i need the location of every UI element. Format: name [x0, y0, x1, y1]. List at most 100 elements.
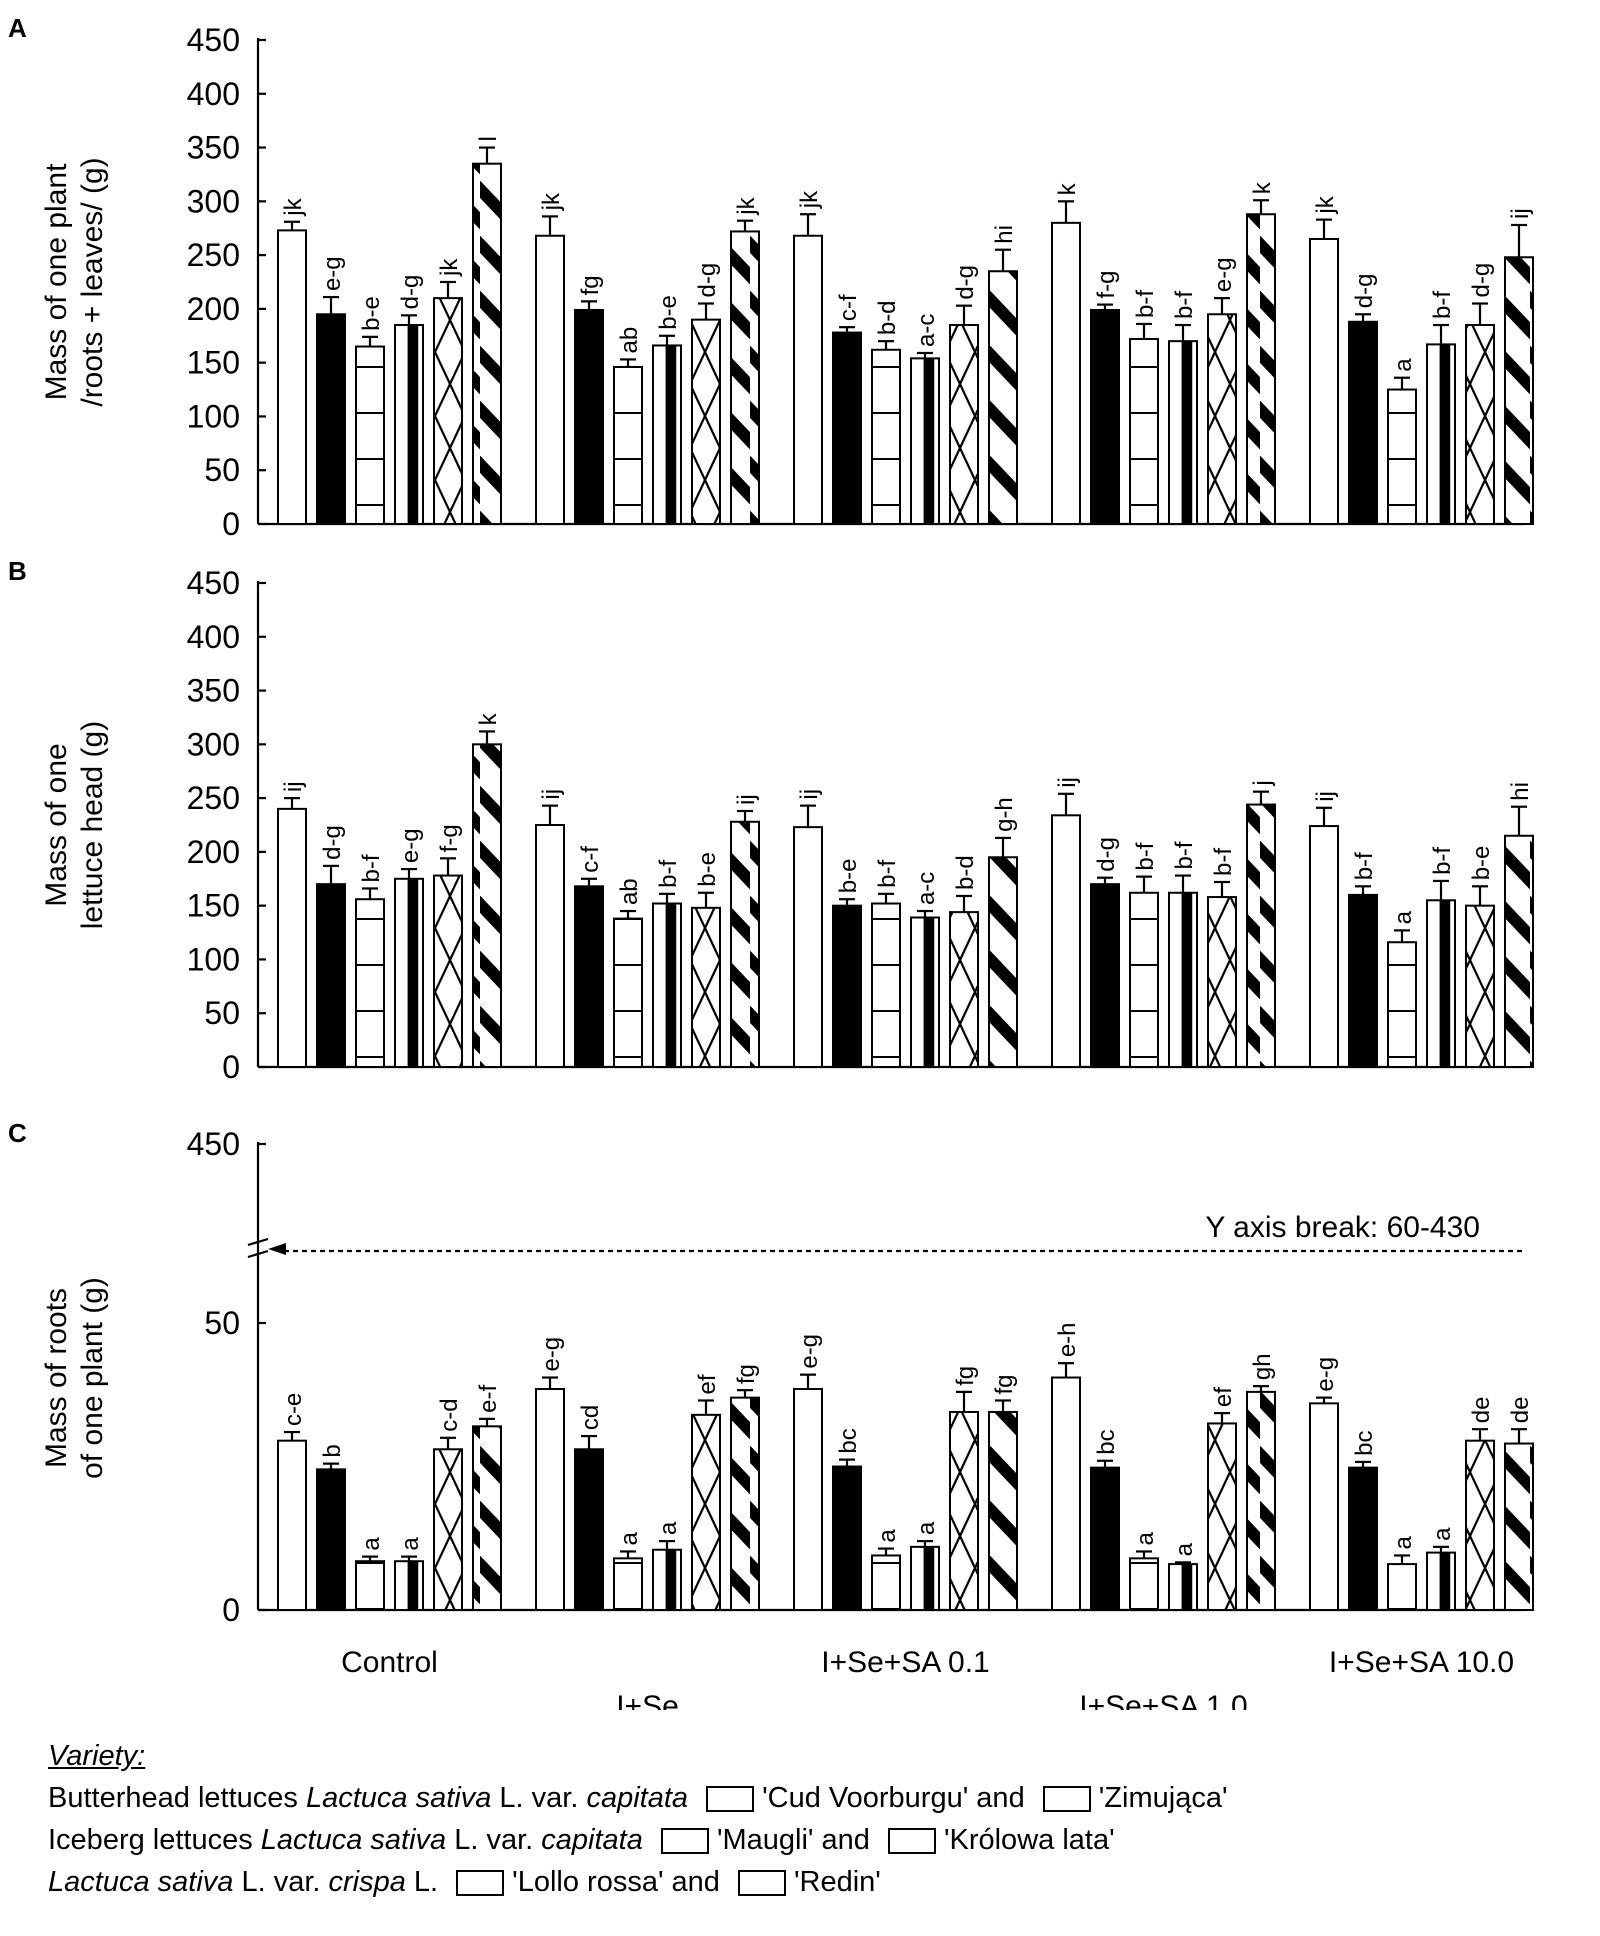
legend-latin-var: capitata [541, 1824, 643, 1856]
bar-zimujaca-sig-label: cd [577, 1405, 604, 1430]
y-tick-label: 450 [187, 1126, 240, 1162]
bar-krolowa-lata-stripe [665, 1549, 677, 1610]
bar-redin [1504, 1442, 1534, 1612]
bar-maugli [613, 1557, 643, 1611]
y-tick-label: 50 [204, 995, 240, 1031]
y-axis-title-line: Mass of one [40, 743, 73, 906]
bar-maugli [1129, 891, 1159, 1069]
bar-maugli [871, 1554, 901, 1611]
bar-lollo-rossa [949, 324, 979, 525]
bar-redin [472, 1425, 502, 1611]
bar-zimujaca [832, 1465, 862, 1611]
bar-maugli [613, 365, 643, 526]
bar-cud-voorburgu [535, 1388, 565, 1612]
bar-maugli [355, 1560, 385, 1611]
bar-cud-voorburgu [1309, 237, 1339, 525]
panel-a: 0 50 100 150 200 250 300 350 400 450 Mass of one p… [40, 22, 1534, 542]
bar-maugli-sig-label: b-e [358, 296, 385, 331]
swatch-open [706, 1786, 755, 1813]
bar-cud-voorburgu-sig-label: c-e [280, 1393, 307, 1426]
bar-redin-sig-label: gh [1249, 1353, 1276, 1380]
bar-maugli-sig-label: b-f [1132, 842, 1159, 870]
bar-cud-voorburgu-sig-label: e-g [538, 1337, 565, 1372]
axis-break-marks [247, 1237, 269, 1259]
bar-krolowa-lata-stripe [1439, 1552, 1451, 1610]
legend-mid: L. var. [446, 1824, 542, 1856]
panel-label-b: B [8, 556, 27, 586]
bar-lollo-rossa-sig-label: e-g [1210, 257, 1237, 292]
bar-krolowa-lata-sig-label: a [1429, 1527, 1456, 1541]
y-tick-label: 0 [222, 506, 240, 542]
bar-zimujaca [832, 904, 862, 1069]
y-tick-label: 200 [187, 834, 240, 870]
bar-maugli-sig-label: b-f [358, 854, 385, 882]
bar-lollo-rossa [1207, 1422, 1237, 1611]
bar-lollo-rossa [433, 1448, 463, 1612]
bar-redin-sig-label: ij [733, 794, 760, 805]
bar-krolowa-lata-sig-label: b-f [1429, 291, 1456, 319]
bar-krolowa-lata-stripe [1439, 900, 1451, 1067]
y-tick-label: 150 [187, 888, 240, 924]
bar-cud-voorburgu [277, 229, 307, 526]
y-tick-label: 50 [204, 1305, 240, 1341]
legend-latin: Lactuca sativa [305, 1782, 492, 1814]
bar-lollo-rossa [1465, 904, 1495, 1069]
bar-lollo-rossa [691, 1413, 721, 1611]
swatch-diagonal [738, 1870, 786, 1897]
bar-maugli [355, 898, 385, 1068]
y-tick-label: 450 [187, 22, 240, 58]
bar-krolowa-lata-sig-label: a [397, 1537, 424, 1551]
bar-zimujaca [574, 308, 604, 525]
bar-cud-voorburgu [793, 234, 823, 526]
bar-zimujaca [574, 1448, 604, 1612]
bar-lollo-rossa-sig-label: d-g [952, 265, 979, 300]
bar-zimujaca-sig-label: c-f [577, 846, 604, 873]
bar-maugli [871, 902, 901, 1069]
bar-krolowa-lata-sig-label: e-g [397, 828, 424, 863]
y-tick-label: 400 [187, 76, 240, 112]
bar-redin-sig-label: g-h [991, 797, 1018, 832]
bar-krolowa-lata-stripe [1439, 344, 1451, 524]
bar-krolowa-lata-sig-label: b-f [1171, 841, 1198, 869]
y-axis-title-line: Mass of one plant [40, 163, 73, 400]
bar-lollo-rossa-sig-label: c-d [436, 1398, 463, 1431]
bar-cud-voorburgu-sig-label: ij [796, 789, 823, 800]
bar-maugli-sig-label: b-f [874, 859, 901, 887]
legend-variety-2: 'Zimująca' [1098, 1782, 1228, 1814]
bar-redin-sig-label: fg [733, 1364, 760, 1384]
bar-krolowa-lata-stripe [923, 1546, 935, 1610]
bar-redin-sig-label: hi [991, 225, 1018, 244]
bar-maugli [871, 348, 901, 526]
bar-redin [1246, 213, 1276, 526]
bar-redin-sig-label: j [1249, 780, 1276, 786]
panel-c: Y axis break: 60-430 0 50 450 Mass of roots o… [40, 1126, 1534, 1628]
bar-lollo-rossa-sig-label: d-g [1468, 263, 1495, 298]
bar-lollo-rossa [691, 906, 721, 1068]
bar-lollo-rossa-sig-label: de [1468, 1396, 1495, 1423]
bar-zimujaca-sig-label: d-g [1093, 837, 1120, 872]
bar-maugli-sig-label: ab [616, 327, 643, 354]
legend-row-iceberg: Iceberg lettuces Lactuca sativa L. var. … [48, 1822, 1115, 1858]
bar-krolowa-lata-stripe [1181, 892, 1193, 1067]
bar-redin-sig-label: ij [1507, 208, 1534, 219]
bar-krolowa-lata-sig-label: b-f [1171, 291, 1198, 319]
bar-zimujaca-sig-label: f-g [1093, 271, 1120, 299]
y-tick-label: 200 [187, 291, 240, 327]
bar-cud-voorburgu-sig-label: jk [796, 190, 823, 209]
bar-cud-voorburgu-sig-label: e-g [1312, 1357, 1339, 1392]
bar-zimujaca [832, 331, 862, 525]
legend-variety-1: 'Cud Voorburgu' and [762, 1782, 1025, 1814]
bar-redin [988, 270, 1018, 525]
bar-maugli [355, 345, 385, 525]
panel-label-a: A [8, 13, 27, 43]
bar-krolowa-lata-stripe [923, 358, 935, 524]
bar-lollo-rossa [433, 874, 463, 1068]
bar-zimujaca [1348, 893, 1378, 1069]
bar-cud-voorburgu [1051, 1376, 1081, 1612]
legend-tail: L. [405, 1866, 439, 1898]
bar-lollo-rossa [691, 318, 721, 525]
bar-zimujaca-sig-label: b-e [835, 859, 862, 894]
bar-lollo-rossa-sig-label: fg [952, 1366, 979, 1386]
bar-redin-sig-label: k [1249, 181, 1276, 194]
bar-lollo-rossa-sig-label: ef [1210, 1387, 1237, 1407]
